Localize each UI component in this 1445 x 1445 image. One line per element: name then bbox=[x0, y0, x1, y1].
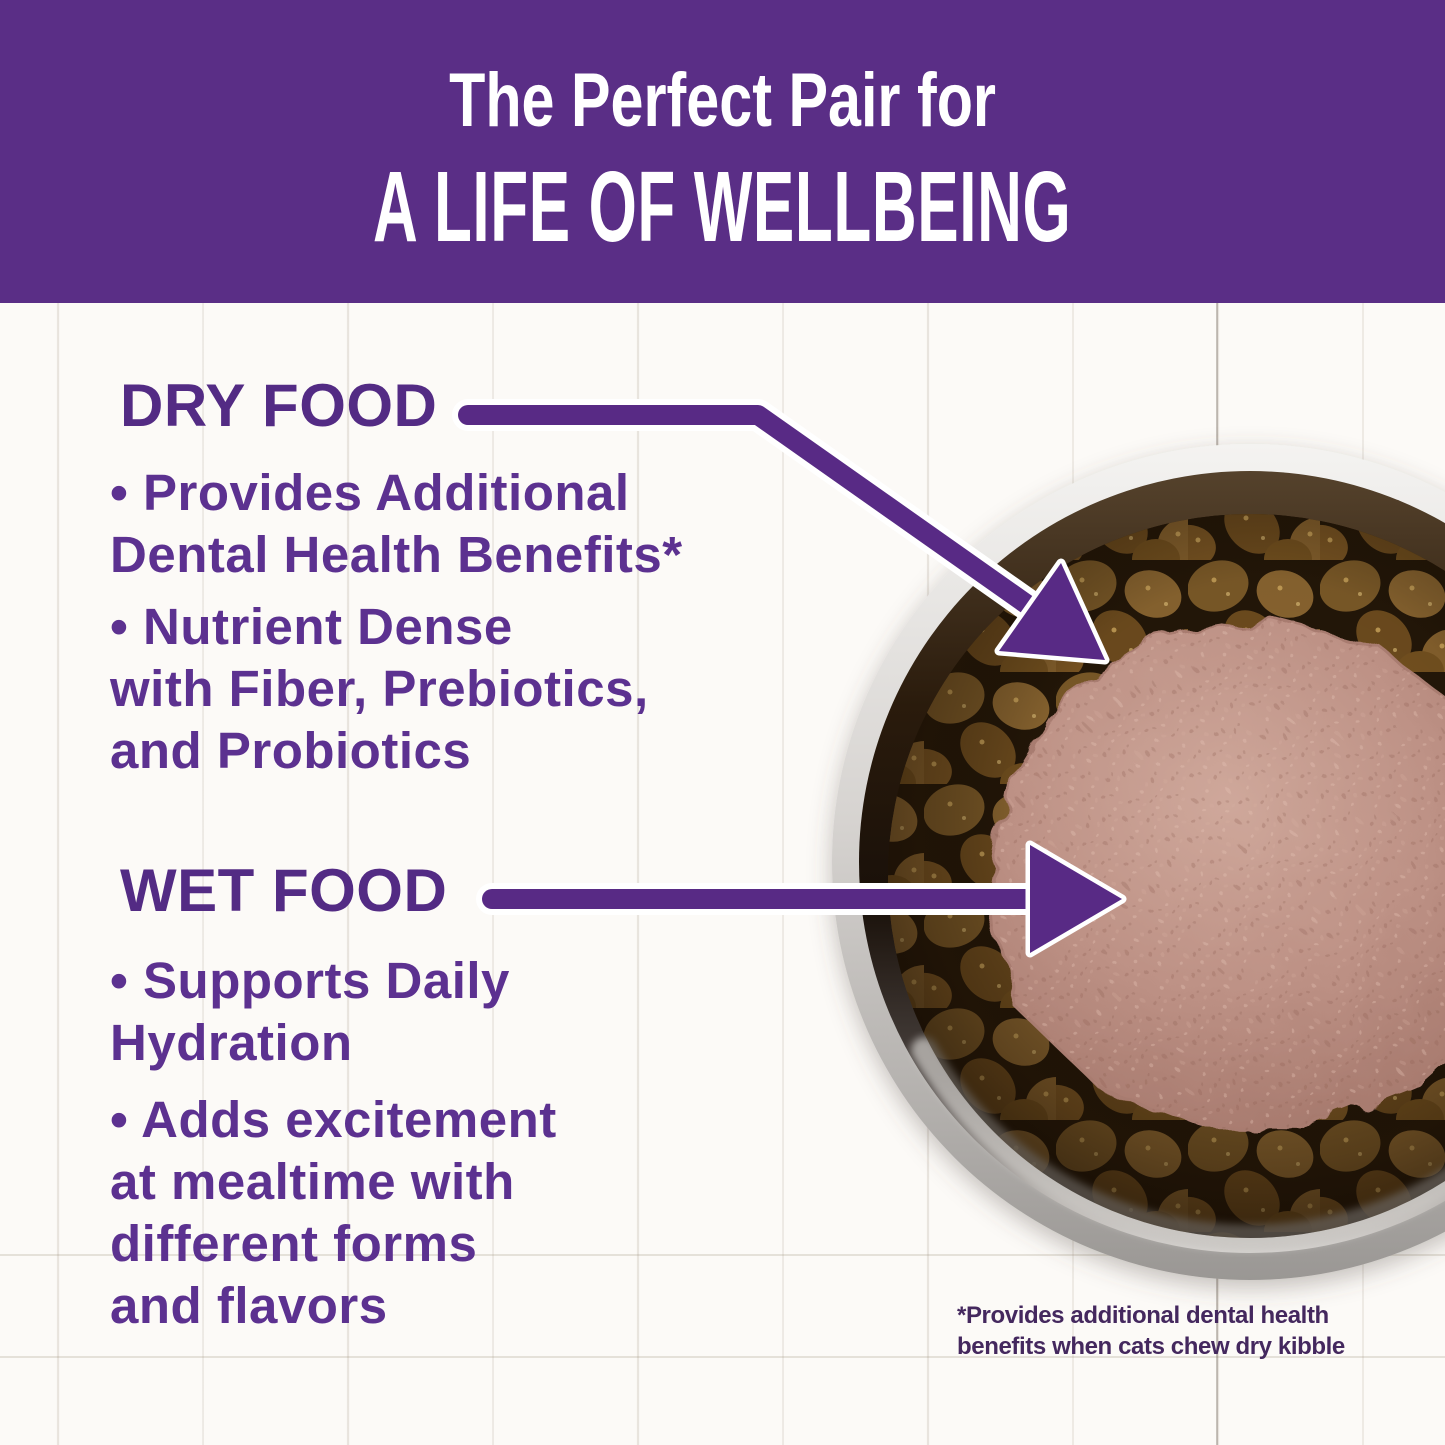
bowl-rim bbox=[832, 444, 1445, 1280]
bowl-inner-wall bbox=[859, 471, 1445, 1253]
bullet-line: • Supports Daily bbox=[110, 952, 510, 1009]
bullet-line: with Fiber, Prebiotics, bbox=[110, 660, 649, 717]
bullet-line: different forms bbox=[110, 1215, 478, 1272]
banner-title-line2: A LIFE OF WELLBEING bbox=[373, 151, 1072, 263]
wood-plank-seam bbox=[0, 1254, 1445, 1256]
wet-food-heading: WET FOOD bbox=[120, 857, 448, 924]
wood-plank-line bbox=[1216, 303, 1218, 1445]
footnote-line: *Provides additional dental health bbox=[957, 1302, 1329, 1329]
footnote: *Provides additional dental health benef… bbox=[957, 1300, 1345, 1362]
dry-food-bullet-2: • Nutrient Dense with Fiber, Prebiotics,… bbox=[110, 596, 649, 782]
dry-food-heading: DRY FOOD bbox=[120, 372, 438, 439]
wet-food-bullet-1: • Supports Daily Hydration bbox=[110, 950, 510, 1074]
bullet-line: • Nutrient Dense bbox=[110, 598, 513, 655]
bullet-line: at mealtime with bbox=[110, 1153, 515, 1210]
wet-food-bullet-2: • Adds excitement at mealtime with diffe… bbox=[110, 1089, 557, 1337]
cat-food-bowl-photo bbox=[832, 444, 1445, 1280]
wood-plank-seam bbox=[0, 1356, 1445, 1358]
bowl-interior bbox=[888, 514, 1445, 1238]
header-banner: The Perfect Pair for A LIFE OF WELLBEING bbox=[0, 0, 1445, 303]
banner-title-line1: The Perfect Pair for bbox=[449, 58, 996, 143]
bullet-line: Hydration bbox=[110, 1014, 353, 1071]
dry-kibble bbox=[888, 514, 1445, 1238]
bowl-shading bbox=[888, 514, 1445, 1238]
bowl-steel-reflection bbox=[911, 1037, 1445, 1251]
bullet-line: and Probiotics bbox=[110, 722, 472, 779]
wet-food-arrow-icon bbox=[476, 840, 1127, 958]
bullet-line: • Provides Additional bbox=[110, 464, 630, 521]
bullet-line: • Adds excitement bbox=[110, 1091, 557, 1148]
footnote-line: benefits when cats chew dry kibble bbox=[957, 1333, 1345, 1360]
bullet-line: and flavors bbox=[110, 1277, 388, 1334]
dry-food-bullet-1: • Provides Additional Dental Health Bene… bbox=[110, 462, 683, 586]
bullet-line: Dental Health Benefits* bbox=[110, 526, 683, 583]
